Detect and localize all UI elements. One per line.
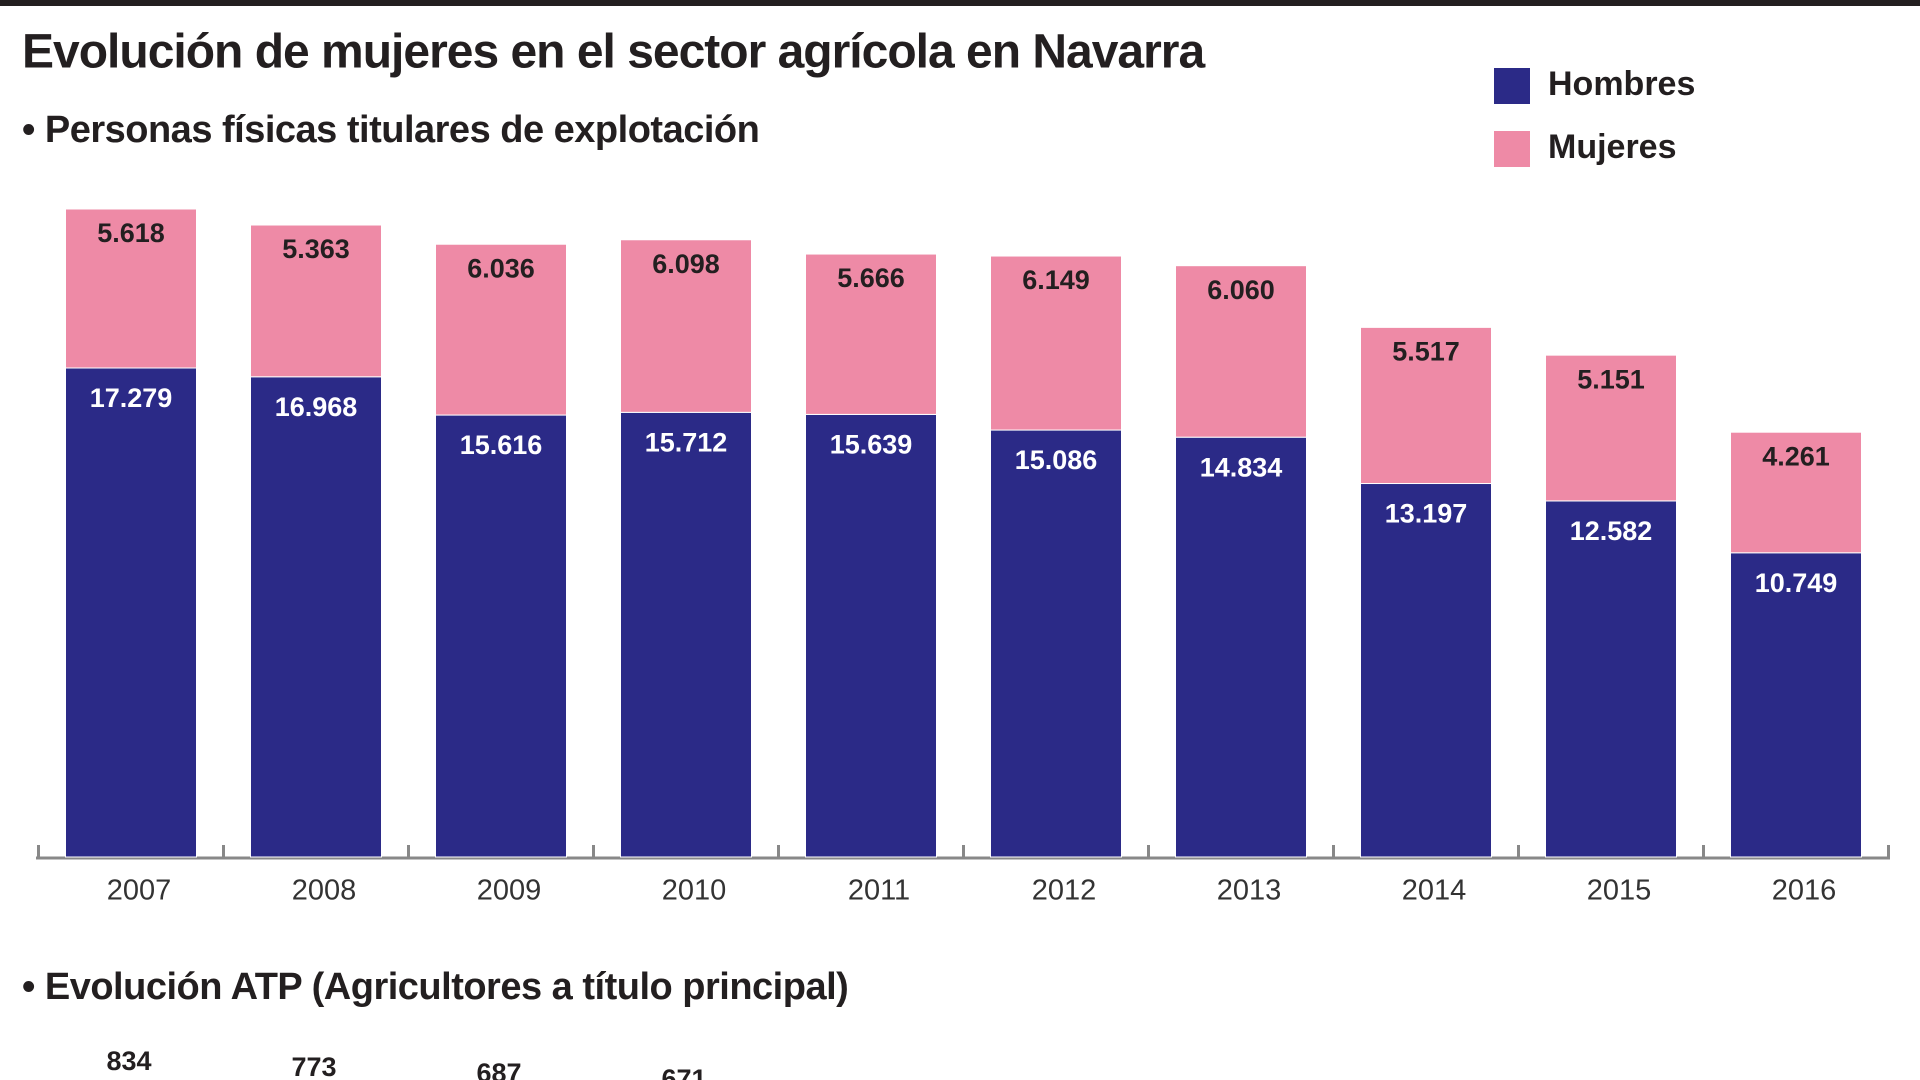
value-label: 834 (106, 1046, 151, 1076)
value-label: 5.618 (97, 218, 165, 248)
value-label: 5.363 (282, 234, 350, 264)
value-label: 671 (661, 1064, 706, 1080)
value-label: 5.517 (1392, 337, 1460, 367)
x-tick-label: 2016 (1772, 875, 1837, 907)
value-label: 687 (476, 1058, 521, 1080)
value-label: 5.151 (1577, 364, 1645, 394)
x-tick-label: 2008 (292, 875, 357, 907)
chart-subtitle: • Evolución ATP (Agricultores a título p… (22, 966, 848, 1008)
x-tick-label: 2013 (1217, 875, 1282, 907)
bar-segment (1545, 500, 1677, 858)
chart-title: Evolución de mujeres en el sector agríco… (22, 26, 1205, 79)
legend-label: Hombres (1548, 65, 1695, 103)
bar-segment (65, 208, 197, 369)
value-label: 6.060 (1207, 275, 1275, 305)
x-tick-label: 2007 (107, 875, 172, 907)
top-rule (0, 0, 1920, 6)
legend-swatch (1494, 68, 1530, 104)
value-label: 15.639 (830, 430, 913, 460)
bar-segment (990, 255, 1122, 431)
bar-segment (805, 413, 937, 858)
value-label: 17.279 (90, 383, 173, 413)
value-label: 15.086 (1015, 445, 1098, 475)
chart-subtitle: • Personas físicas titulares de explotac… (22, 109, 759, 151)
value-label: 773 (291, 1052, 336, 1080)
bar-segment (620, 411, 752, 858)
x-tick-label: 2011 (848, 875, 910, 907)
bar-segment (435, 414, 567, 858)
value-label: 16.968 (275, 392, 358, 422)
bar-segment (990, 429, 1122, 858)
legend-label: Mujeres (1548, 128, 1677, 166)
value-label: 4.261 (1762, 441, 1830, 471)
value-label: 13.197 (1385, 499, 1468, 529)
x-tick-label: 2010 (662, 875, 727, 907)
value-label: 5.666 (837, 263, 905, 293)
value-label: 14.834 (1200, 452, 1283, 482)
bar-segment (1175, 436, 1307, 858)
bar-segment (1360, 326, 1492, 485)
bar-segment (1730, 431, 1862, 554)
bar-segment (620, 239, 752, 413)
bar-segment (1175, 265, 1307, 438)
bar-segment (1730, 552, 1862, 858)
value-label: 12.582 (1570, 516, 1653, 546)
value-label: 15.712 (645, 427, 728, 457)
bar-segment (250, 376, 382, 858)
bar-segment (435, 243, 567, 416)
value-label: 6.149 (1022, 265, 1090, 295)
value-label: 10.749 (1755, 568, 1838, 598)
x-tick-label: 2009 (477, 875, 542, 907)
bar-segment (1545, 354, 1677, 502)
bar-segment (1360, 483, 1492, 858)
bar-segment (65, 367, 197, 858)
value-label: 6.036 (467, 253, 535, 283)
x-tick-label: 2015 (1587, 875, 1652, 907)
bar-segment (250, 224, 382, 378)
bar-segment (805, 253, 937, 415)
legend-swatch (1494, 131, 1530, 167)
x-tick-label: 2012 (1032, 875, 1097, 907)
value-label: 15.616 (460, 430, 543, 460)
value-label: 6.098 (652, 249, 720, 279)
x-tick-label: 2014 (1402, 875, 1467, 907)
